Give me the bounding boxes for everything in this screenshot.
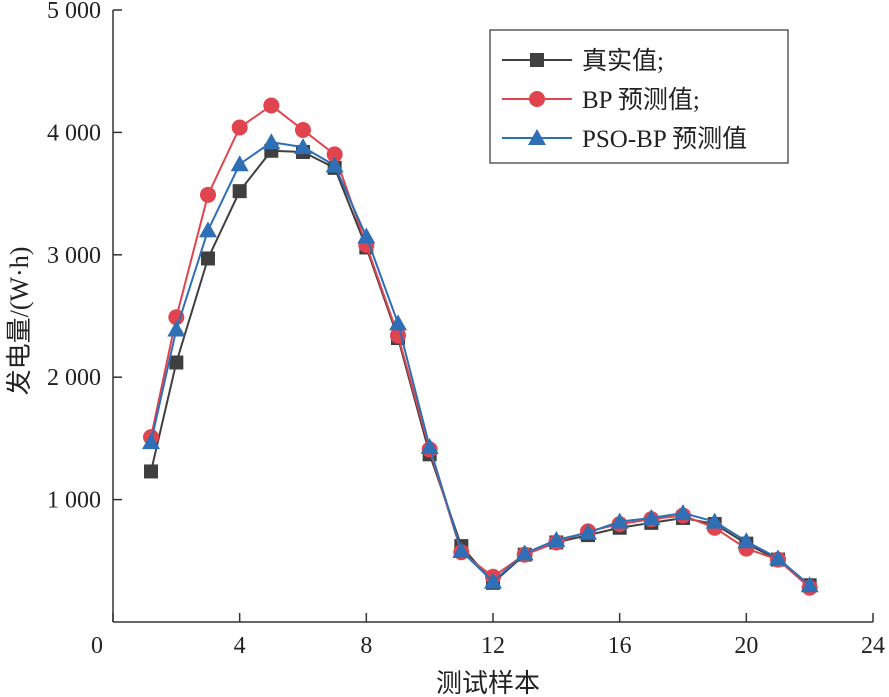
data-point-triangle — [642, 508, 661, 525]
data-point-triangle — [674, 504, 692, 521]
data-point-triangle — [800, 576, 819, 593]
data-point-triangle — [547, 530, 566, 547]
data-point-triangle — [737, 532, 756, 549]
y-tick-label: 1 000 — [47, 488, 101, 514]
data-point-triangle — [452, 542, 471, 559]
data-point-circle — [231, 119, 248, 136]
x-tick-label: 16 — [608, 633, 632, 659]
data-point-triangle — [579, 523, 597, 540]
x-tick-label: 20 — [734, 633, 758, 659]
data-point-triangle — [142, 433, 160, 450]
data-point-square — [169, 355, 184, 370]
data-point-triangle — [357, 227, 376, 244]
legend-marker-square — [530, 53, 544, 67]
plot-area — [142, 97, 819, 596]
data-point-triangle — [420, 437, 439, 454]
data-point-triangle — [262, 133, 281, 150]
legend-marker-triangle — [528, 129, 546, 145]
data-point-triangle — [389, 314, 407, 331]
series-triangle — [142, 133, 819, 593]
series-line-triangle — [150, 141, 811, 587]
data-point-circle — [200, 186, 216, 203]
data-point-triangle — [515, 544, 534, 561]
y-tick-label: 2 000 — [47, 365, 101, 391]
x-tick-label: 4 — [234, 633, 246, 659]
data-point-triangle — [294, 138, 312, 155]
legend-marker-circle — [529, 91, 545, 107]
data-point-square — [232, 184, 247, 199]
series-line-circle — [150, 104, 811, 589]
data-point-circle — [263, 97, 280, 114]
data-point-triangle — [167, 320, 186, 337]
data-point-circle — [295, 121, 311, 138]
data-point-triangle — [230, 155, 249, 172]
data-point-circle — [168, 309, 185, 326]
x-axis-title: 测试样本 — [436, 669, 540, 697]
axes: 0 4 8 12 16 20 24 1 000 2 000 3 000 4 000 5 000 测试样本… — [5, 0, 885, 697]
data-point-triangle — [705, 512, 724, 529]
data-point-triangle — [325, 156, 344, 173]
data-point-square — [201, 251, 215, 266]
x-tick-label: 0 — [91, 633, 103, 659]
x-tick-label: 24 — [861, 633, 885, 659]
legend: 真实值; BP 预测值; PSO-BP 预测值 — [489, 29, 789, 164]
legend-label: PSO-BP 预测值 — [582, 125, 747, 153]
y-tick-label: 3 000 — [47, 243, 101, 269]
data-point-triangle — [769, 549, 787, 566]
y-tick-label: 4 000 — [47, 120, 101, 146]
data-point-square — [144, 464, 158, 479]
data-point-triangle — [484, 572, 502, 589]
legend-label: BP 预测值; — [582, 86, 700, 114]
x-tick-label: 12 — [481, 633, 505, 659]
y-tick-label: 5 000 — [47, 0, 101, 24]
data-point-triangle — [199, 221, 217, 238]
data-point-triangle — [610, 512, 629, 529]
data-point-circle — [326, 146, 343, 163]
x-tick-label: 8 — [360, 633, 372, 659]
y-axis-title: 发电量/(W·h) — [5, 247, 34, 396]
legend-label: 真实值; — [582, 47, 664, 75]
